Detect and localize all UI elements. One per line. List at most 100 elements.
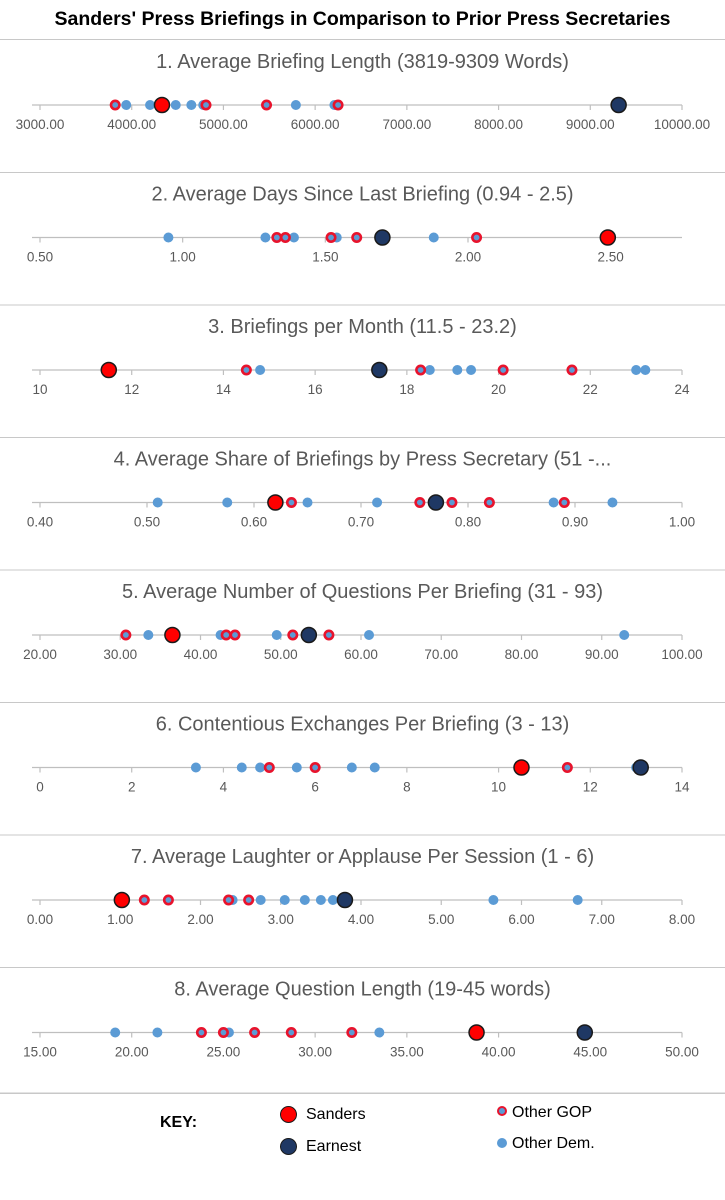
x-tick-label: 5000.00: [199, 117, 248, 132]
dem-point: [255, 895, 266, 905]
x-tick-label: 6.00: [508, 912, 534, 927]
gop-point: [414, 496, 426, 508]
panel-title: 7. Average Laughter or Applause Per Sess…: [131, 846, 594, 868]
gop-point: [285, 496, 297, 508]
x-tick-label: 100.00: [661, 647, 702, 662]
dem-point: [488, 895, 499, 905]
gop-point: [263, 761, 275, 773]
panel-5: 5. Average Number of Questions Per Brief…: [0, 569, 725, 662]
x-tick-label: 1.50: [312, 250, 338, 265]
dem-point: [364, 630, 375, 640]
dem-point: [374, 1027, 385, 1038]
gop-point: [279, 231, 291, 243]
gop-point: [285, 1026, 297, 1038]
key-earnest-marker-icon: [280, 1138, 297, 1155]
panel-1: 1. Average Briefing Length (3819-9309 Wo…: [16, 51, 711, 132]
x-tick-label: 0: [36, 780, 44, 795]
x-tick-label: 90.00: [585, 647, 619, 662]
gop-point: [120, 629, 132, 641]
x-tick-label: 6: [311, 780, 319, 795]
earnest-point: [336, 891, 354, 909]
earnest-point: [610, 96, 627, 114]
key-sanders-marker-icon: [280, 1106, 297, 1123]
sanders-point: [468, 1024, 485, 1041]
x-tick-label: 8: [403, 780, 411, 795]
dem-point: [152, 1027, 163, 1038]
x-tick-label: 24: [674, 382, 690, 397]
x-tick-label: 14: [674, 780, 690, 795]
dem-point: [291, 762, 302, 773]
dem-point: [271, 630, 282, 640]
gop-point: [162, 894, 174, 906]
dem-point: [607, 497, 618, 508]
gop-point: [243, 894, 255, 906]
panel-title: 1. Average Briefing Length (3819-9309 Wo…: [156, 51, 569, 73]
dem-point: [346, 762, 357, 773]
sanders-point: [100, 361, 118, 379]
x-tick-label: 12: [124, 382, 139, 397]
x-tick-label: 50.00: [264, 647, 298, 662]
earnest-point: [632, 759, 649, 776]
x-tick-label: 45.00: [573, 1045, 607, 1060]
x-tick-label: 20.00: [23, 647, 57, 662]
panel-4: 4. Average Share of Briefings by Press S…: [0, 437, 725, 530]
gop-point: [138, 894, 150, 906]
earnest-point: [374, 229, 391, 246]
key-dem-label: Other Dem.: [512, 1135, 595, 1152]
gop-point: [351, 231, 363, 243]
dem-point: [145, 100, 156, 110]
gop-point: [558, 496, 570, 508]
x-tick-label: 3.00: [268, 912, 294, 927]
panel-3: 3. Briefings per Month (11.5 - 23.2) 10 12…: [0, 304, 725, 397]
x-tick-label: 22: [583, 382, 598, 397]
x-tick-label: 2.50: [598, 250, 624, 265]
x-tick-label: 30.00: [103, 647, 137, 662]
panel-2: 2. Average Days Since Last Briefing (0.9…: [0, 172, 725, 265]
dem-point: [640, 365, 651, 375]
x-tick-label: 0.50: [27, 250, 53, 265]
x-tick-label: 14: [216, 382, 232, 397]
gop-point: [287, 629, 299, 641]
x-tick-label: 20: [491, 382, 506, 397]
gop-point: [217, 1026, 229, 1038]
panel-title: 5. Average Number of Questions Per Brief…: [122, 581, 603, 603]
dem-point: [255, 762, 266, 773]
x-tick-label: 10: [491, 780, 506, 795]
x-tick-label: 9000.00: [566, 117, 615, 132]
key-dem-marker-icon: [497, 1138, 507, 1148]
x-tick-label: 80.00: [505, 647, 539, 662]
x-tick-label: 7000.00: [382, 117, 431, 132]
x-tick-label: 2.00: [187, 912, 213, 927]
x-tick-label: 25.00: [207, 1045, 241, 1060]
x-tick-label: 70.00: [424, 647, 458, 662]
x-tick-label: 18: [399, 382, 414, 397]
gop-point: [195, 1026, 207, 1038]
dem-point: [327, 895, 338, 905]
sanders-point: [513, 759, 530, 776]
sanders-point: [153, 96, 171, 114]
dem-point: [315, 895, 326, 905]
gop-point: [483, 496, 495, 508]
key-legend: KEY: Sanders Earnest Other GOP Other Dem…: [0, 1093, 725, 1200]
dem-point: [222, 497, 233, 508]
x-tick-label: 5.00: [428, 912, 454, 927]
key-title: KEY:: [160, 1114, 198, 1131]
x-tick-label: 0.50: [134, 515, 160, 530]
gop-point: [471, 231, 483, 243]
key-gop-marker-icon: [497, 1106, 507, 1116]
panel-title: 3. Briefings per Month (11.5 - 23.2): [208, 316, 517, 338]
sanders-point: [599, 229, 617, 246]
gop-point: [446, 496, 458, 508]
gop-point: [229, 629, 241, 641]
dem-point: [260, 232, 271, 243]
x-tick-label: 3000.00: [16, 117, 65, 132]
dem-point: [121, 100, 132, 110]
x-tick-label: 0.80: [455, 515, 481, 530]
gop-point: [497, 364, 509, 376]
dem-point: [372, 497, 383, 508]
x-tick-label: 0.00: [27, 912, 53, 927]
panel-7: 7. Average Laughter or Applause Per Sess…: [0, 834, 725, 927]
x-tick-label: 4000.00: [107, 117, 156, 132]
x-tick-label: 40.00: [184, 647, 218, 662]
